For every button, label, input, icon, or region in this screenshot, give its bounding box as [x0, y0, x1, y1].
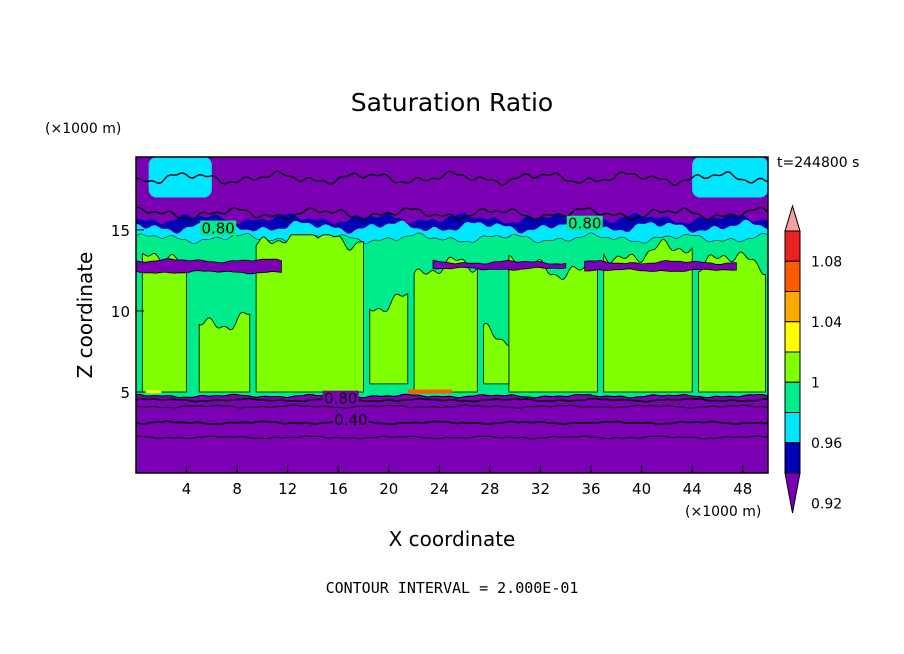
upper-cyan-patch-2: [692, 157, 768, 198]
colorbar-box-1: [784, 230, 801, 262]
colorbar-box-5: [784, 351, 801, 383]
supersat-blob-3: [413, 256, 478, 393]
supersat-blob-9: [483, 322, 510, 385]
contour-label-bg-2: [566, 215, 603, 231]
x-tick-label-28: 28: [480, 480, 499, 498]
field-layer: 0.80 0.80 0.80 0.40: [136, 157, 768, 473]
z-unit-label: (×1000 m): [45, 121, 121, 137]
contour-label-bg-4: [332, 411, 369, 427]
x-tick-label-4: 4: [182, 480, 192, 498]
contour-label-bg-1: [200, 220, 237, 236]
contour-high-1: [136, 206, 768, 222]
colorbar-label-0.92: 0.92: [811, 496, 842, 512]
colorbar-box-8: [784, 442, 801, 474]
contour-label-4: 0.40: [334, 411, 367, 429]
contour-label-2: 0.80: [568, 215, 601, 233]
y-tick-label-5: 5: [120, 384, 130, 402]
colorbar-box-6: [784, 381, 801, 413]
supersat-streak: [407, 389, 452, 394]
x-tick-label-24: 24: [430, 480, 449, 498]
x-tick-label-20: 20: [379, 480, 398, 498]
x-unit-label: (×1000 m): [685, 504, 761, 520]
supersat-streak-left: [146, 390, 162, 394]
colorbar-box-3: [784, 291, 801, 323]
supersat-blob-5: [603, 238, 693, 393]
colorbar-label-0.96: 0.96: [811, 436, 842, 452]
colorbar-label-1.08: 1.08: [811, 254, 842, 270]
colorbar-box-7: [784, 412, 801, 444]
contour-label-bg-3: [322, 390, 359, 406]
colorbar-label-1: 1: [811, 375, 820, 391]
contour-low-2: [136, 404, 768, 409]
supersat-blob-8: [369, 292, 409, 385]
x-tick-label-12: 12: [278, 480, 297, 498]
y-axis-label: Z coordinate: [73, 252, 97, 379]
colorbar-extend-bottom: [784, 472, 801, 514]
contour-low-1: [136, 397, 768, 403]
x-tick-label-40: 40: [632, 480, 651, 498]
supersat-blob-4: [508, 254, 598, 393]
dry-tongue-3: [584, 259, 737, 272]
region-tropopause-blue: [136, 212, 768, 234]
chart-title: Saturation Ratio: [351, 88, 553, 117]
colorbar-extend-top: [784, 204, 801, 232]
supersat-blob-2: [255, 234, 364, 393]
colorbar-label-1.04: 1.04: [811, 315, 842, 331]
colorbar: 1.08 1.04 1 0.96 0.92: [784, 204, 842, 514]
colorbar-box-2: [784, 260, 801, 292]
x-tick-label-8: 8: [232, 480, 242, 498]
x-tick-label-36: 36: [581, 480, 600, 498]
contour-low-4: [136, 435, 768, 440]
contour-low-3: [136, 420, 768, 426]
supersat-blob-7: [198, 311, 251, 393]
upper-cyan-patch-1: [148, 157, 212, 198]
supersat-blob-6: [698, 251, 766, 393]
y-tick-label-15: 15: [111, 222, 130, 240]
contour-interval-footer: CONTOUR INTERVAL = 2.000E-01: [326, 579, 579, 597]
supersat-blob-1: [141, 252, 188, 393]
colorbar-box-4: [784, 321, 801, 353]
x-tick-label-44: 44: [683, 480, 702, 498]
contour-label-1: 0.80: [201, 220, 234, 238]
dry-tongue-1: [136, 258, 282, 275]
contour-high-2: [136, 170, 768, 186]
x-axis-label: X coordinate: [389, 527, 516, 551]
plot-frame: [135, 156, 769, 474]
x-tick-label-16: 16: [329, 480, 348, 498]
y-tick-label-10: 10: [111, 303, 130, 321]
time-label: t=244800 s: [777, 155, 859, 171]
x-tick-label-32: 32: [531, 480, 550, 498]
contour-label-3: 0.80: [324, 390, 357, 408]
x-tick-label-48: 48: [733, 480, 752, 498]
plot-area: 0.80 0.80 0.80 0.40: [136, 157, 768, 473]
dry-tongue-2: [432, 259, 567, 271]
